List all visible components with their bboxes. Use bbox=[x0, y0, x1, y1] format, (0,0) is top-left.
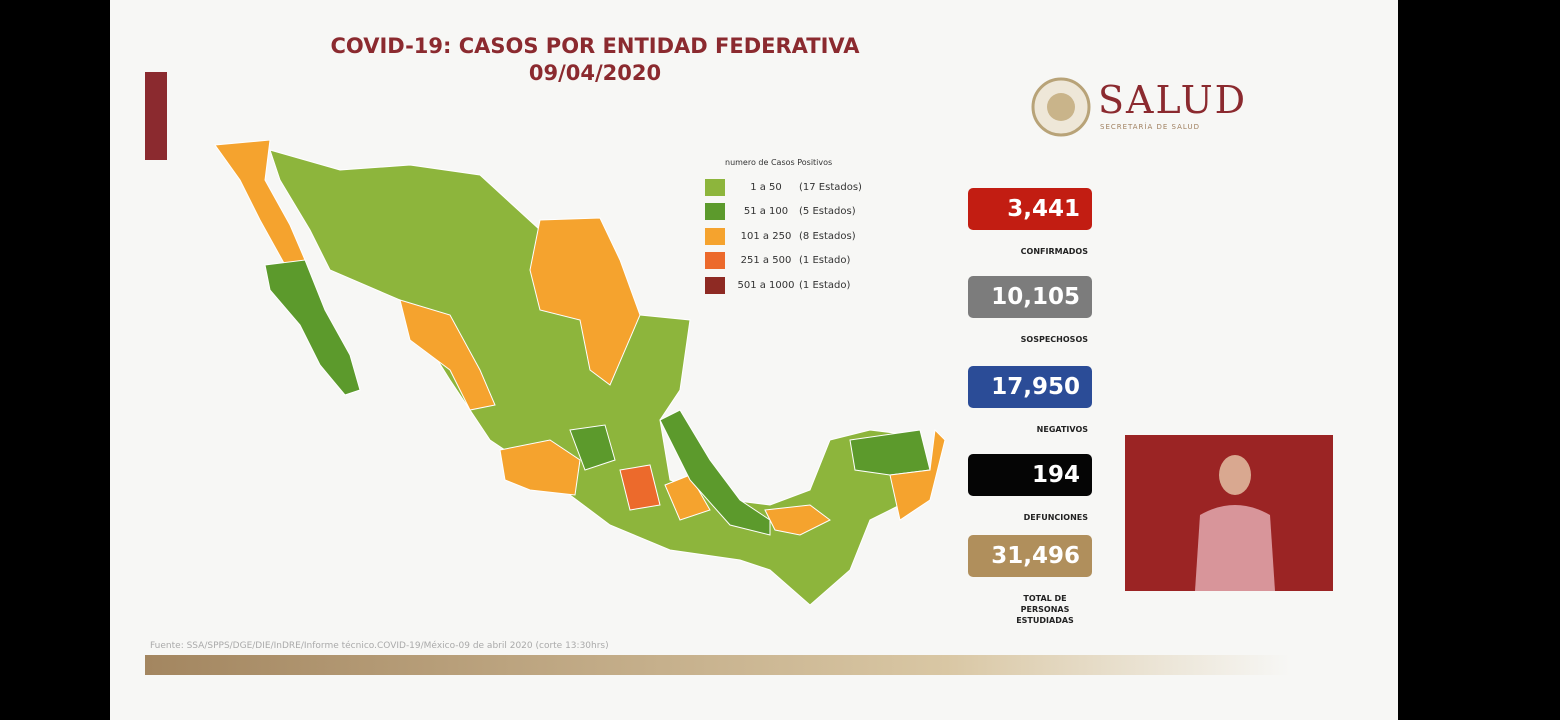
legend-range: 251 a 500 bbox=[740, 255, 792, 267]
legend-rows: 1 a 50 (17 Estados) 51 a 100 (5 Estados) 101… bbox=[705, 175, 862, 298]
region bbox=[399, 299, 496, 411]
region bbox=[664, 474, 711, 521]
region bbox=[529, 217, 641, 386]
region bbox=[569, 424, 616, 471]
legend-swatch bbox=[705, 178, 725, 196]
legend-count: (5 Estados) bbox=[799, 206, 856, 218]
legend-title: numero de Casos Positivos bbox=[725, 158, 833, 167]
accent-bar bbox=[145, 72, 167, 160]
stat-label: TOTAL DE PERSONAS ESTUDIADAS bbox=[1016, 594, 1074, 625]
logo-emblem bbox=[1031, 77, 1091, 137]
video-feed bbox=[1125, 435, 1333, 591]
date: 09/04/2020 bbox=[528, 61, 662, 85]
slide: COVID-19: CASOS POR ENTIDAD FEDERATIVA 0… bbox=[110, 0, 1398, 720]
stat-label: CONFIRMADOS bbox=[1020, 247, 1088, 256]
logo-name: SALUD bbox=[1098, 78, 1248, 122]
logo-subtitle: SECRETARÍA DE SALUD bbox=[1100, 123, 1200, 131]
legend-range: 501 a 1000 bbox=[737, 279, 795, 291]
title: COVID-19: CASOS POR ENTIDAD FEDERATIVA bbox=[330, 34, 860, 58]
legend-count: (17 Estados) bbox=[799, 181, 862, 193]
stat-label: DEFUNCIONES bbox=[1023, 513, 1088, 522]
map bbox=[214, 140, 946, 606]
stat-value: 194 bbox=[968, 454, 1092, 496]
region bbox=[764, 504, 831, 536]
stat-value: 3,441 bbox=[968, 188, 1092, 230]
legend-item: 51 a 100 (5 Estados) bbox=[705, 200, 862, 225]
region bbox=[619, 464, 661, 511]
legend-count: (1 Estado) bbox=[799, 279, 851, 291]
legend-item: 501 a 1000 (1 Estado) bbox=[705, 273, 862, 298]
legend-swatch bbox=[705, 227, 725, 245]
footer-bar bbox=[145, 655, 1290, 675]
legend-range: 51 a 100 bbox=[743, 206, 789, 218]
stat-label: SOSPECHOSOS bbox=[1020, 335, 1088, 344]
stat-value: 31,496 bbox=[968, 535, 1092, 577]
legend-swatch bbox=[705, 203, 725, 221]
legend-item: 251 a 500 (1 Estado) bbox=[705, 249, 862, 274]
legend-count: (8 Estados) bbox=[799, 230, 856, 242]
legend-range: 1 a 50 bbox=[750, 181, 782, 193]
source: Fuente: SSA/SPPS/DGE/DIE/InDRE/Informe t… bbox=[150, 641, 609, 651]
region bbox=[264, 259, 361, 396]
region bbox=[499, 439, 581, 496]
interpreter bbox=[1195, 455, 1275, 591]
stat-value: 10,105 bbox=[968, 276, 1092, 318]
legend: numero de Casos Positivos 1 a 50 (17 Esta… bbox=[705, 158, 862, 298]
legend-item: 1 a 50 (17 Estados) bbox=[705, 175, 862, 200]
legend-item: 101 a 250 (8 Estados) bbox=[705, 224, 862, 249]
stat-label: NEGATIVOS bbox=[1036, 425, 1088, 434]
region bbox=[889, 428, 946, 521]
stat-value: 17,950 bbox=[968, 366, 1092, 408]
legend-range: 101 a 250 bbox=[740, 230, 792, 242]
title-block: COVID-19: CASOS POR ENTIDAD FEDERATIVA 0… bbox=[260, 33, 930, 87]
legend-swatch bbox=[705, 252, 725, 270]
legend-count: (1 Estado) bbox=[799, 255, 851, 267]
legend-swatch bbox=[705, 276, 725, 294]
